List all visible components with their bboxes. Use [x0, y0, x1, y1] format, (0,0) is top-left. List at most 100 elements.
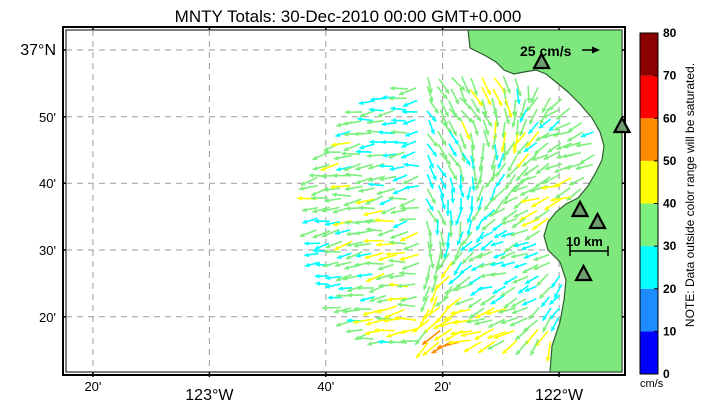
current-vector-head — [400, 329, 405, 335]
current-vector-head — [500, 291, 506, 297]
current-vector-head — [485, 142, 491, 148]
current-vector-head — [397, 302, 403, 307]
current-vector-head — [468, 257, 474, 262]
current-vector-head — [299, 186, 304, 191]
current-vector-head — [549, 126, 554, 132]
current-vector-head — [542, 113, 548, 119]
current-vector-head — [321, 232, 327, 238]
colorbar-tick-label: 50 — [663, 154, 677, 168]
current-vector-head — [517, 150, 522, 155]
colorbar-tick-label: 30 — [663, 239, 677, 253]
current-vector-head — [454, 254, 459, 260]
current-vector-head — [336, 322, 341, 327]
current-vector-head — [365, 200, 371, 205]
colorbar-swatch — [640, 331, 658, 374]
current-vector-head — [378, 339, 383, 345]
current-vector-head — [330, 184, 335, 190]
current-vector-head — [563, 144, 569, 149]
map-title: MNTY Totals: 30-Dec-2010 00:00 GMT+0.000 — [175, 7, 522, 26]
axis-labels: 20' 123°W 40' 20' 122°W 37°N 50' 40' 30' 20' — [20, 26, 626, 404]
current-vector-head — [541, 302, 546, 307]
current-vector-head — [522, 161, 528, 167]
current-vector-head — [555, 193, 561, 199]
colorbar-swatch — [640, 160, 658, 204]
current-vector-head — [551, 282, 556, 288]
current-vector-head — [345, 206, 351, 211]
current-vector-head — [378, 256, 383, 262]
current-vector-head — [441, 220, 446, 226]
current-vector-head — [422, 350, 428, 356]
current-vector-head — [392, 177, 398, 182]
current-vector-head — [501, 220, 507, 225]
current-vector-head — [393, 223, 399, 228]
colorbar-swatch — [640, 246, 658, 289]
current-vector-head — [487, 121, 492, 127]
current-vector-head — [366, 129, 371, 134]
current-vector-head — [369, 288, 374, 293]
current-vector-head — [357, 335, 362, 341]
current-vector-head — [327, 295, 332, 300]
current-vector-head — [481, 225, 487, 231]
current-vector-head — [502, 199, 508, 205]
current-vector-head — [565, 165, 571, 170]
current-vector-head — [431, 348, 437, 354]
current-vector-head — [530, 97, 535, 103]
current-vector-head — [356, 149, 361, 155]
current-vector-head — [553, 126, 559, 131]
current-vector-head — [378, 283, 383, 289]
current-vector-head — [503, 303, 509, 308]
current-vector-head — [467, 218, 472, 223]
current-vector-head — [505, 150, 510, 156]
current-vector-head — [487, 334, 493, 339]
current-vector-head — [420, 307, 425, 312]
current-vector-head — [399, 256, 405, 261]
current-vector-head — [454, 161, 460, 167]
current-vector-head — [320, 166, 326, 171]
colorbar-swatch — [640, 118, 658, 161]
current-vector-head — [355, 200, 361, 205]
current-vector-head — [452, 130, 457, 136]
current-vector-head — [344, 131, 349, 137]
current-vector-head — [378, 130, 383, 135]
current-vector-head — [507, 166, 513, 172]
current-vector-head — [314, 245, 320, 250]
current-vector-head — [512, 143, 518, 148]
current-vector-head — [480, 245, 486, 251]
current-vector-head — [367, 341, 373, 346]
current-vector-head — [381, 139, 386, 145]
current-vector-head — [400, 236, 406, 242]
current-vector-head — [434, 336, 440, 341]
current-vector-head — [401, 143, 407, 148]
current-vector-head — [431, 116, 437, 122]
current-vector-head — [435, 230, 440, 235]
current-vector-head — [402, 179, 408, 184]
colorbar-tick-label: 20 — [663, 282, 677, 296]
current-vector-head — [480, 273, 485, 279]
current-vector-head — [459, 269, 465, 274]
scale-vector-arrowhead — [592, 46, 600, 54]
current-vector-head — [513, 213, 519, 218]
current-vector-head — [399, 217, 404, 222]
lat-label: 50' — [39, 110, 56, 125]
current-vector-head — [335, 293, 341, 299]
current-vector-head — [359, 112, 365, 118]
current-vector-head — [429, 183, 434, 189]
current-vector-head — [500, 233, 506, 238]
current-vector-head — [468, 117, 473, 123]
current-vector-head — [312, 155, 318, 160]
current-vector-head — [369, 139, 374, 145]
current-vector-head — [478, 263, 484, 269]
current-vector-head — [390, 129, 396, 135]
current-vector-head — [356, 285, 361, 291]
current-vector-head — [354, 306, 359, 312]
current-vector-head — [315, 281, 321, 287]
current-vector-head — [470, 291, 476, 296]
current-vector-head — [490, 299, 496, 305]
current-vector-head — [500, 319, 506, 325]
current-vector-head — [335, 262, 340, 268]
current-vector-head — [343, 166, 349, 171]
current-vector-head — [336, 122, 342, 128]
current-vector-head — [366, 119, 372, 125]
current-vector-head — [365, 219, 371, 225]
current-vector-head — [379, 163, 384, 169]
